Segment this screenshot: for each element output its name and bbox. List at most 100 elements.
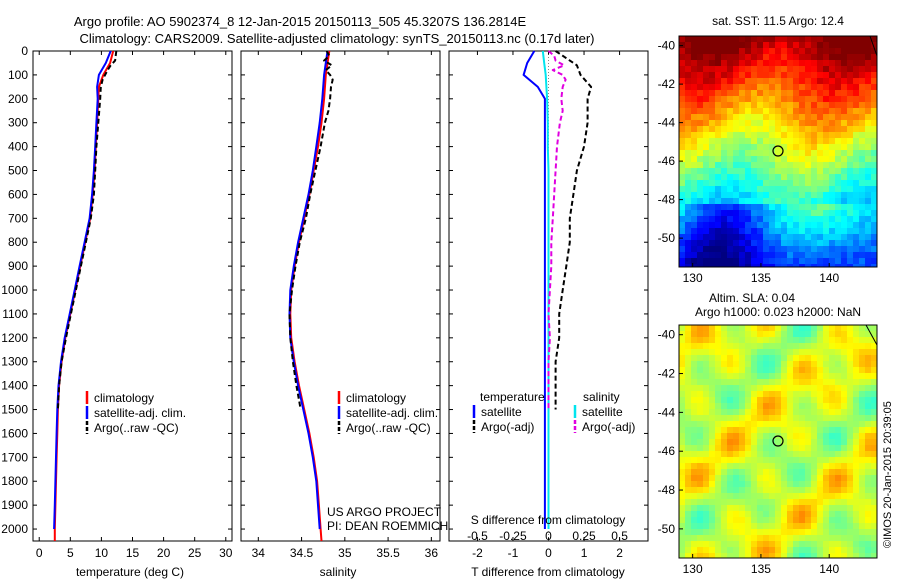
sst-pixel	[769, 264, 776, 267]
sst-pixel	[685, 222, 692, 229]
sst-pixel	[679, 198, 686, 205]
sla-pixel	[751, 427, 758, 434]
sst-pixel	[787, 150, 794, 157]
sst-pixel	[745, 150, 752, 157]
sla-pixel	[733, 499, 740, 506]
sla-pixel	[823, 415, 830, 422]
sla-pixel	[799, 421, 806, 428]
sla-pixel	[685, 355, 692, 362]
sla-pixel	[727, 451, 734, 458]
sla-pixel	[817, 415, 824, 422]
sst-pixel	[829, 180, 836, 187]
sst-pixel	[679, 36, 686, 43]
sst-pixel	[793, 108, 800, 115]
sla-pixel	[727, 463, 734, 470]
sla-pixel	[727, 523, 734, 530]
sla-pixel	[823, 439, 830, 446]
sla-pixel	[727, 553, 734, 558]
sla-pixel	[823, 457, 830, 464]
sst-pixel	[781, 264, 788, 267]
sla-pixel	[721, 337, 728, 344]
sst-pixel	[757, 150, 764, 157]
sst-pixel	[793, 60, 800, 67]
sla-pixel	[817, 511, 824, 518]
sst-pixel	[853, 186, 860, 193]
sst-pixel	[775, 126, 782, 133]
sst-pixel	[697, 84, 704, 91]
sla-pixel	[871, 403, 877, 410]
sla-pixel	[787, 337, 794, 344]
sst-pixel	[685, 258, 692, 265]
sla-pixel	[697, 385, 704, 392]
sla-pixel	[775, 373, 782, 380]
sst-pixel	[817, 222, 824, 229]
sst-pixel	[811, 180, 818, 187]
sst-pixel	[781, 144, 788, 151]
depth-tick-label: 1700	[1, 450, 28, 464]
sst-pixel	[853, 234, 860, 241]
sla-pixel	[769, 475, 776, 482]
temperature-legend: climatology satellite-adj. clim. Argo(..…	[85, 391, 186, 435]
sst-pixel	[691, 228, 698, 235]
sst-pixel	[775, 90, 782, 97]
sla-pixel	[685, 439, 692, 446]
sst-pixel	[679, 216, 686, 223]
sst-pixel	[733, 204, 740, 211]
sla-pixel	[805, 499, 812, 506]
sla-pixel	[679, 427, 686, 434]
sla-pixel	[721, 445, 728, 452]
sst-pixel	[739, 228, 746, 235]
sst-pixel	[679, 90, 686, 97]
sst-pixel	[763, 60, 770, 67]
sla-pixel	[853, 523, 860, 530]
sla-pixel	[721, 421, 728, 428]
sla-pixel	[829, 499, 836, 506]
sst-pixel	[769, 132, 776, 139]
sla-pixel	[787, 445, 794, 452]
sst-pixel	[763, 258, 770, 265]
sla-pixel	[757, 481, 764, 488]
sst-pixel	[871, 120, 877, 127]
sla-pixel	[799, 487, 806, 494]
sla-pixel	[835, 343, 842, 350]
sla-pixel	[721, 433, 728, 440]
sst-pixel	[739, 54, 746, 61]
map-lat-label: -42	[658, 77, 676, 91]
sla-pixel	[721, 529, 728, 536]
sst-pixel	[703, 210, 710, 217]
sst-pixel	[817, 36, 824, 43]
sla-pixel	[751, 331, 758, 338]
sst-pixel	[781, 90, 788, 97]
sla-pixel	[817, 481, 824, 488]
sla-pixel	[823, 535, 830, 542]
sla-pixel	[829, 343, 836, 350]
sla-pixel	[847, 385, 854, 392]
sla-pixel	[787, 349, 794, 356]
sla-pixel	[787, 493, 794, 500]
sst-pixel	[733, 222, 740, 229]
sst-pixel	[865, 240, 872, 247]
sst-pixel	[739, 258, 746, 265]
sla-pixel	[841, 463, 848, 470]
sst-pixel	[679, 204, 686, 211]
sla-pixel	[823, 379, 830, 386]
sla-pixel	[727, 505, 734, 512]
sla-pixel	[739, 439, 746, 446]
sla-pixel	[835, 541, 842, 548]
depth-tick-label: 1300	[1, 355, 28, 369]
sst-pixel	[817, 264, 824, 267]
sla-pixel	[841, 547, 848, 554]
sla-pixel	[817, 445, 824, 452]
sst-pixel	[847, 168, 854, 175]
sst-pixel	[835, 132, 842, 139]
difference-xtick-label: 2	[616, 546, 623, 560]
sla-pixel	[781, 379, 788, 386]
sst-pixel	[811, 90, 818, 97]
sst-pixel	[829, 234, 836, 241]
sst-pixel	[691, 252, 698, 259]
sla-pixel	[703, 367, 710, 374]
sla-pixel	[685, 445, 692, 452]
sst-pixel	[829, 258, 836, 265]
sst-pixel	[727, 162, 734, 169]
sst-pixel	[781, 210, 788, 217]
